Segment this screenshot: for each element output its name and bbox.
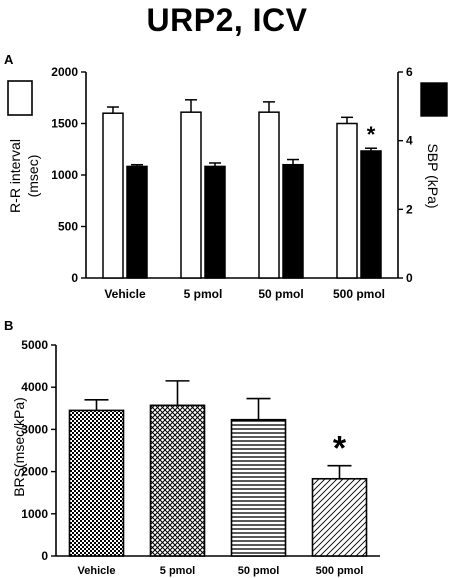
panel-b-bar-500-pmol xyxy=(311,477,368,557)
panel-b-bar-50-pmol xyxy=(230,418,287,557)
panel-b-bar-5-pmol xyxy=(149,404,206,557)
panel-a-right-tick-label: 0 xyxy=(406,271,413,285)
panel-b-tick-label: 1000 xyxy=(21,507,48,521)
panel-a-left-ylabel-line2: (msec) xyxy=(25,155,41,198)
panel-b-tick-label: 5000 xyxy=(21,338,48,352)
panel-a-left-tick-label: 2000 xyxy=(51,65,78,79)
panel-b-tick-label: 4000 xyxy=(21,380,48,394)
panel-a-x-tick-label: Vehicle xyxy=(104,287,146,301)
panel-a-bar-50-pmol-s1 xyxy=(282,163,304,279)
page-title: URP2, ICV xyxy=(146,2,308,38)
panel-b-ylabel: BRS(msec/kPa) xyxy=(11,397,27,497)
panel-b-tick-label: 2000 xyxy=(21,465,48,479)
panel-a-bar-vehicle-s1 xyxy=(126,165,148,279)
panel-b-x-tick-label: Vehicle xyxy=(78,565,116,577)
panel-a-right-tick-label: 4 xyxy=(406,134,413,148)
panel-a-right-tick-label: 6 xyxy=(406,65,413,79)
panel-a-left-tick-label: 1500 xyxy=(51,117,78,131)
panel-a-left-tick-label: 0 xyxy=(71,271,78,285)
panel-a-bar-500-pmol-s0 xyxy=(336,122,358,279)
panel-a-left-ylabel-line1: R-R interval xyxy=(7,139,23,213)
panel-b-x-tick-label: 50 pmol xyxy=(238,565,280,577)
panel-a-significance-marker: * xyxy=(367,122,376,147)
panel-a-bar-50-pmol-s0 xyxy=(258,111,280,279)
panel-b-significance-marker: * xyxy=(333,430,347,468)
panel-b-tick-label: 0 xyxy=(41,549,48,563)
panel-a-left-tick-label: 500 xyxy=(58,220,78,234)
panel-b-x-tick-label: 500 pmol xyxy=(316,565,364,577)
panel-b-label: B xyxy=(4,318,13,333)
panel-a-chart: 0 500 1000 1500 2000 0 2 4 6 Vehicle 5 pmol 50 pmol… xyxy=(7,65,448,301)
panel-b-tick-label: 3000 xyxy=(21,422,48,436)
panel-b-chart: 0 1000 2000 3000 4000 5000 Vehicle 5 pmol 50 pmo… xyxy=(21,338,380,577)
panel-a-bar-500-pmol-s1 xyxy=(360,150,382,279)
panel-b-bar-vehicle xyxy=(68,409,125,557)
panel-b-x-tick-label: 5 pmol xyxy=(160,565,195,577)
panel-a-bar-vehicle-s0 xyxy=(102,112,124,279)
panel-a-right-tick-label: 2 xyxy=(406,202,413,216)
panel-a-x-tick-label: 50 pmol xyxy=(258,287,303,301)
panel-a-right-ylabel: SBP (kPa) xyxy=(425,143,441,208)
panel-a-x-tick-label: 500 pmol xyxy=(333,287,385,301)
panel-a-bar-5-pmol-s1 xyxy=(204,165,226,279)
legend-swatch-open xyxy=(7,80,33,116)
panel-a-label: A xyxy=(4,52,14,67)
panel-a-left-tick-label: 1000 xyxy=(51,168,78,182)
panel-a-bar-5-pmol-s0 xyxy=(180,111,202,279)
legend-swatch-filled xyxy=(420,82,448,117)
panel-a-x-tick-label: 5 pmol xyxy=(184,287,223,301)
